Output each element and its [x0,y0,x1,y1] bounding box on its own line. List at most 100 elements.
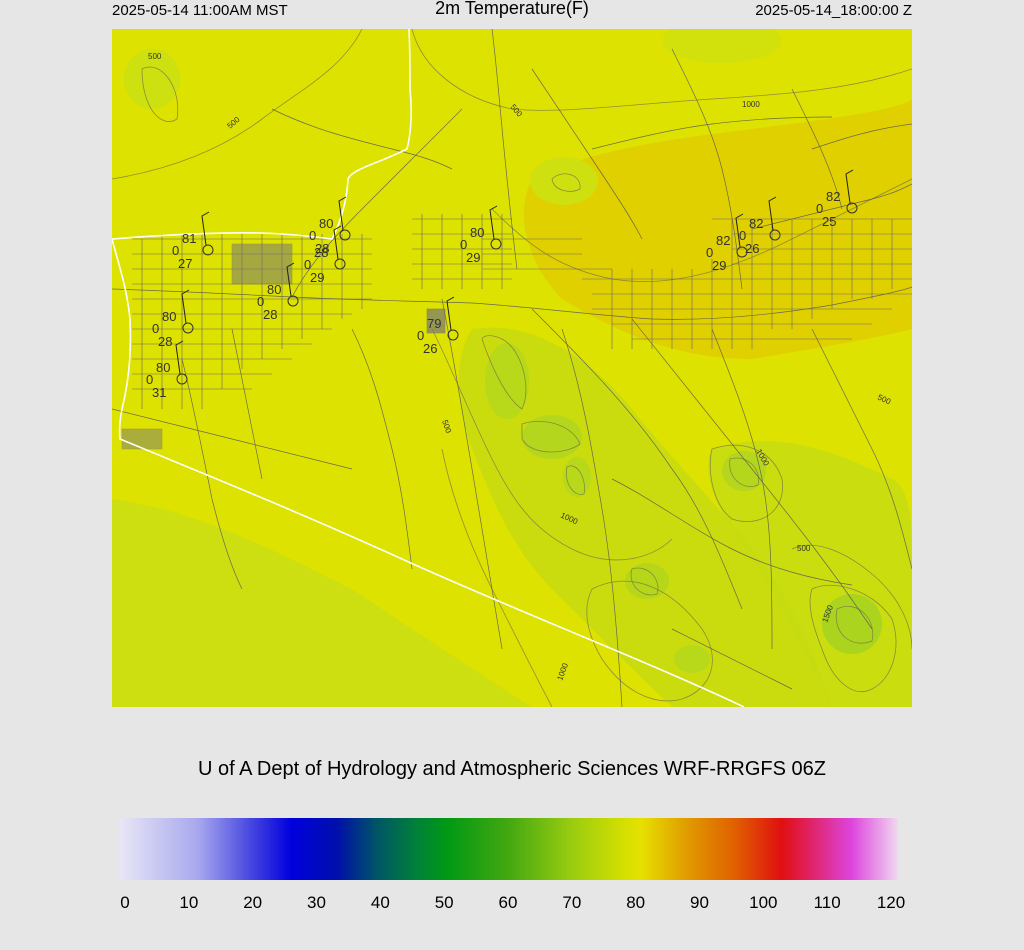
road-network [112,29,912,707]
colorbar-tick-label: 20 [243,893,263,912]
station-dewpoint: 31 [152,385,166,400]
model-credit: U of A Dept of Hydrology and Atmospheric… [197,758,827,780]
colorbar-tick-label: 50 [434,893,454,912]
wind-barb [181,289,190,324]
wind-barb [446,296,455,331]
colorbar-gradient [120,818,898,880]
colorbar-tick-label: 110 [813,893,841,912]
urban-area-west [231,243,293,285]
colorbar-tick-label: 100 [749,893,778,912]
city-grid-east [482,218,912,349]
station-pressure-code: 0 [257,294,264,309]
station-circle [176,373,188,385]
colorbar-tick-label: 60 [498,893,518,912]
station-temperature: 80 [156,360,170,375]
contour-label: 1000 [742,100,760,109]
cool-spot [662,29,782,63]
station-pressure-code: 0 [309,228,316,243]
cool-spot [485,343,529,419]
station-temperature: 80 [162,309,176,324]
station-temperature: 80 [319,216,333,231]
station-dewpoint: 28 [315,241,329,256]
station-circle [769,229,781,241]
station-circle [447,329,459,341]
station-circle [490,238,502,250]
cool-spot [530,157,598,205]
contour-label: 500 [440,419,453,435]
station-temperature: 82 [749,216,763,231]
station-dewpoint: 29 [466,250,480,265]
station-circle [736,246,748,258]
colorbar-tick-label: 10 [179,893,199,912]
station-circle [339,229,351,241]
station-temperature: 79 [427,316,441,331]
colorbar-tick-label: 70 [562,893,582,912]
political-borders [112,29,745,707]
station-temperature: 82 [716,233,730,248]
station-dewpoint: 27 [178,256,192,271]
street-grids [121,214,912,450]
cool-spot [124,49,180,109]
state-border [112,29,413,240]
colorbar-tick-labels: 0 10 20 30 40 50 60 70 80 90 100 110 120 [0,893,1024,917]
station-pressure-code: 0 [304,257,311,272]
station-temperature: 82 [826,189,840,204]
colorbar-tick-label: 30 [307,893,326,912]
station-temperature: 80 [267,282,281,297]
station-dewpoint: 28 [158,334,172,349]
station-circle [846,202,858,214]
station-circle [334,258,346,270]
city-grid-central [412,214,512,289]
contour-label: 500 [148,52,162,61]
station-dewpoint: 29 [310,270,324,285]
cool-spot [522,415,582,459]
station-pressure-code: 0 [739,228,746,243]
wind-barb [201,211,210,246]
wind-barb [175,340,184,375]
cool-spot [563,457,591,497]
wind-barb [333,225,342,260]
colorbar-tick-label: 40 [370,893,390,912]
cool-zone-south [112,499,532,707]
station-circle [182,322,194,334]
wind-barb [489,205,498,240]
station-pressure-code: 0 [706,245,713,260]
station-dewpoint: 26 [423,341,437,356]
local-time-label: 2025-05-14 11:00AM MST [112,2,288,19]
station-temperature: 28 [314,245,328,260]
temperature-shading [112,29,912,707]
station-pressure-code: 0 [172,243,179,258]
colorbar-tick-label: 120 [876,893,906,912]
wind-barb [338,196,347,231]
colorbar-tick-label: 0 [120,893,130,912]
station-pressure-code: 0 [146,372,153,387]
plot-title: 2m Temperature(F) [435,0,589,18]
temperature-colorbar [120,818,898,880]
station-pressure-code: 0 [460,237,467,252]
station-dewpoint: 28 [263,307,277,322]
urban-area-central [426,308,446,334]
station-dewpoint: 29 [712,258,726,273]
station-circle [202,244,214,256]
colorbar-tick-label: 90 [690,893,709,912]
urban-area-southwest [121,428,163,450]
wind-barb [768,196,777,231]
wind-barb [286,262,295,297]
station-dewpoint: 26 [745,241,759,256]
international-border [112,238,745,707]
cool-spot [674,645,710,673]
station-pressure-code: 0 [417,328,424,343]
station-circle [287,295,299,307]
station-pressure-code: 0 [816,201,823,216]
